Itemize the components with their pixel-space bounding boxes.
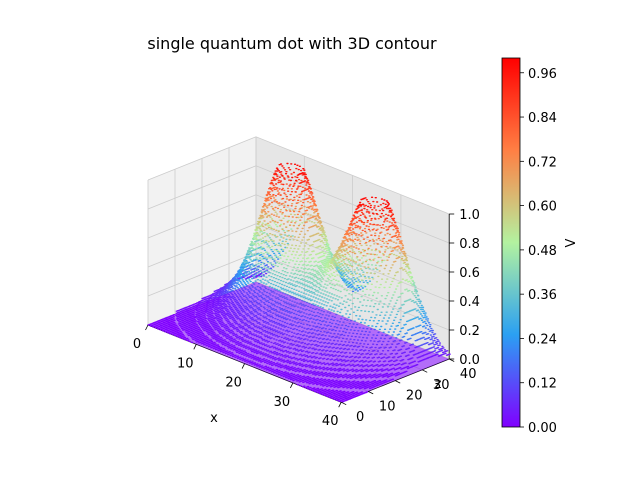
x-tick — [338, 402, 342, 408]
z-tick-label: 30 — [433, 378, 450, 393]
colorbar-ticks: 0.00 0.12 0.24 0.36 0.48 0.60 0.72 0.84 0.96 — [520, 67, 557, 436]
v-tick-label: 0.8 — [459, 237, 480, 252]
colorbar-tick-label: 0.96 — [528, 67, 557, 82]
v-tick-label: 1.0 — [459, 208, 480, 223]
colorbar-tick-label: 0.12 — [528, 377, 557, 392]
x-tick-label: 10 — [177, 356, 194, 371]
x-tick — [290, 382, 294, 389]
chart-title: single quantum dot with 3D contour — [147, 34, 437, 53]
colorbar-label: V — [564, 238, 579, 247]
x-tick-label: 30 — [274, 395, 291, 410]
x-tick-label: 40 — [322, 414, 339, 429]
contour-level — [252, 223, 413, 289]
gridline-v — [147, 194, 450, 273]
v-tick-label: 0.0 — [459, 353, 480, 368]
z-tick — [449, 358, 455, 362]
z-tick-label: 40 — [460, 367, 477, 382]
contour-level — [275, 165, 390, 212]
contour-level — [260, 202, 406, 261]
v-tick-label: 0.4 — [459, 295, 480, 310]
gridline-v — [147, 136, 450, 215]
gridline-v — [147, 165, 450, 244]
contour-level — [261, 198, 405, 256]
colorbar-tick-label: 0.24 — [528, 332, 557, 347]
colorbar-tick-label: 0.36 — [528, 288, 557, 303]
colorbar-tick-label: 0.72 — [528, 155, 557, 170]
v-tick-label: 0.6 — [459, 266, 480, 281]
gridline-v — [147, 223, 450, 302]
contour-level — [274, 167, 392, 215]
x-tick — [241, 363, 245, 369]
colorbar-tick-label: 0.48 — [528, 244, 557, 259]
contour-level — [246, 238, 419, 308]
z-axis-label: z — [435, 377, 442, 392]
contour-level — [250, 230, 416, 297]
z-tick-label: 0 — [356, 410, 364, 425]
colorbar-gradient — [501, 57, 521, 428]
colorbar-tick-label: 0.00 — [528, 421, 557, 436]
contour-level — [270, 175, 396, 226]
x-tick — [193, 344, 197, 350]
contour-level — [259, 207, 405, 267]
contour-level — [260, 204, 407, 264]
contour-base — [148, 281, 450, 403]
z-tick — [395, 380, 401, 384]
z-tick — [422, 369, 428, 373]
contour-level — [272, 171, 394, 220]
colorbar-tick-label: 0.60 — [528, 200, 557, 215]
colorbar-tick-label: 0.84 — [528, 111, 557, 126]
v-tick-label: 0.2 — [459, 324, 480, 339]
contour-level — [256, 213, 409, 275]
contour-level — [268, 181, 398, 234]
x-axis-label: x — [210, 411, 218, 426]
contour-level — [276, 162, 391, 209]
z-tick-label: 10 — [379, 399, 396, 414]
x-tick — [145, 324, 149, 331]
contour-level — [246, 240, 420, 311]
x-tick-label: 20 — [225, 376, 242, 391]
z-tick — [341, 401, 347, 406]
contour-level — [264, 192, 402, 248]
z-tick-label: 20 — [406, 389, 423, 404]
contour-level — [267, 183, 399, 237]
colorbar: 0.00 0.12 0.24 0.36 0.48 0.60 0.72 0.84 0.96 V — [501, 57, 579, 436]
contour-level — [265, 187, 401, 242]
z-tick — [368, 391, 374, 395]
contour-lines — [147, 162, 451, 403]
contour-level — [249, 233, 414, 300]
x-tick-label: 0 — [133, 337, 141, 352]
